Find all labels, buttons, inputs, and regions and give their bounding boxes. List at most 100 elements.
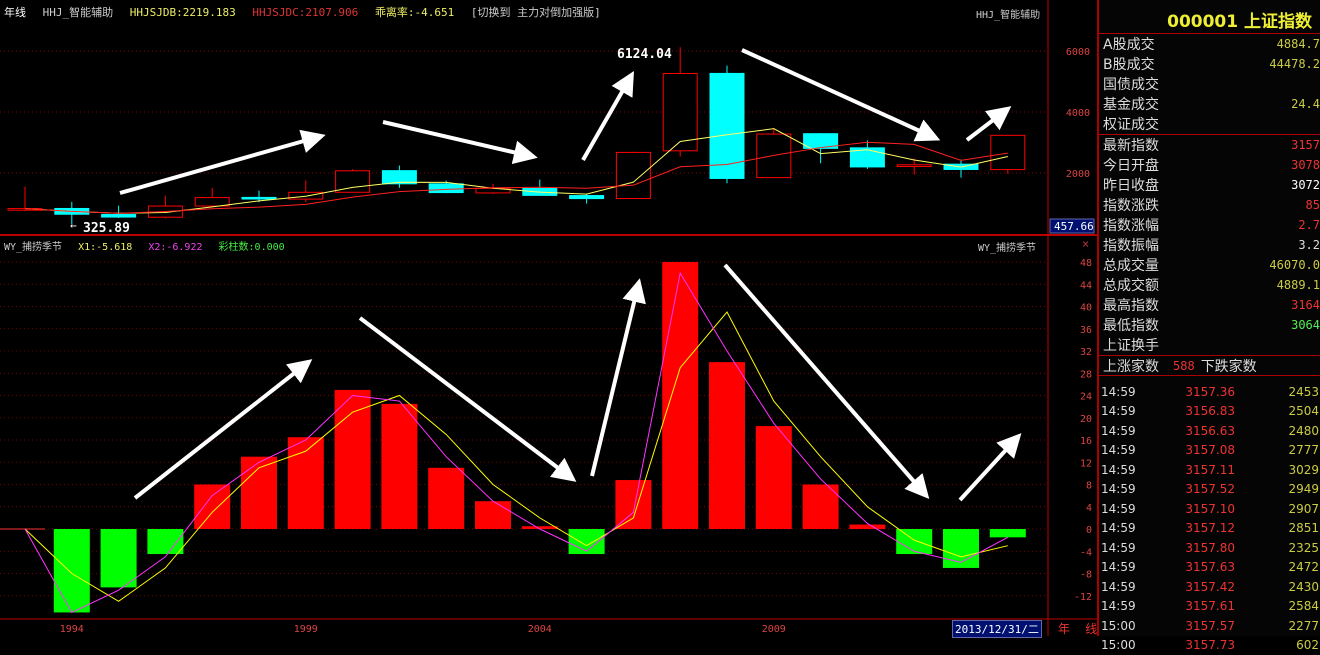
hhjsjdb-value: HHJSJDB:2219.183 [130, 6, 236, 19]
x2-value: X2:-6.922 [148, 242, 202, 253]
indicator-name[interactable]: HHJ_智能辅助 [43, 6, 114, 19]
osc-tick: 40 [1080, 303, 1092, 314]
stat-value: 3164 [1291, 298, 1320, 312]
osc-tick: 16 [1080, 436, 1092, 447]
arrow-down-icon [383, 122, 530, 156]
stat-label: 最高指数 [1103, 295, 1159, 315]
stat-value: 24.4 [1291, 97, 1320, 111]
osc-tick: -12 [1074, 592, 1092, 603]
osc-bar [194, 485, 230, 530]
tick-time: 14:59 [1099, 424, 1145, 438]
deviation-value: 乖离率:-4.651 [375, 6, 454, 19]
year-label: 2009 [762, 624, 786, 635]
osc-tick: 24 [1080, 392, 1092, 403]
osc-bar [101, 529, 137, 587]
stat-value: 3157 [1291, 138, 1320, 152]
candle-body [663, 74, 697, 151]
period-selector[interactable]: 年 线 [1058, 620, 1101, 637]
stat-value: 3078 [1291, 158, 1320, 172]
tick-price: 3156.83 [1145, 404, 1235, 418]
osc-tick: 4 [1086, 503, 1092, 514]
trend-arrows [120, 50, 1016, 500]
tick-time: 14:59 [1099, 599, 1145, 613]
stat-label: 指数振幅 [1103, 235, 1159, 255]
x1-value: X1:-5.618 [78, 242, 132, 253]
stat-value: 2.7 [1298, 218, 1320, 232]
tick-volume: 2277 [1235, 619, 1319, 633]
candle-body [570, 196, 604, 199]
osc-bar [990, 529, 1026, 537]
stat-value: 3072 [1291, 178, 1320, 192]
tick-price: 3157.36 [1145, 385, 1235, 399]
osc-bar [615, 480, 651, 529]
stat-label: 上证换手 [1103, 335, 1159, 355]
osc-bar [335, 390, 371, 529]
up-count-label: 上涨家数 [1103, 356, 1159, 376]
arrow-up-icon [583, 78, 630, 160]
osc-tick: 20 [1080, 414, 1092, 425]
osc-bar [709, 362, 745, 529]
candle-body [429, 184, 463, 193]
tick-time: 14:59 [1099, 541, 1145, 555]
tick-time: 14:59 [1099, 463, 1145, 477]
x1-line [25, 312, 1008, 601]
tick-price: 3157.80 [1145, 541, 1235, 555]
chart-area[interactable]: 60004000200048444036322824201612840-4-8-… [0, 0, 1097, 636]
period-label: 年线 [4, 6, 26, 19]
switch-version-link[interactable]: [切换到 主力对倒加强版] [471, 6, 601, 19]
arrow-up-icon [960, 439, 1016, 500]
price-tick: 6000 [1066, 47, 1090, 58]
cursor-date: 2013/12/31/二 [952, 620, 1042, 638]
tick-volume: 2480 [1235, 424, 1319, 438]
stat-label: 指数涨幅 [1103, 215, 1159, 235]
tick-price: 3156.63 [1145, 424, 1235, 438]
year-label: 1994 [60, 624, 84, 635]
osc-bar [475, 501, 511, 529]
index-stat-row: 最高指数 3164 [1099, 295, 1320, 315]
candle-body [616, 152, 650, 198]
stat-label: 今日开盘 [1103, 155, 1159, 175]
index-stat-row: 指数涨幅 2.7 [1099, 215, 1320, 235]
stat-label: A股成交 [1103, 34, 1155, 54]
tick-volume: 2777 [1235, 443, 1319, 457]
tick-time: 14:59 [1099, 560, 1145, 574]
tick-volume: 2851 [1235, 521, 1319, 535]
candle-body [991, 135, 1025, 169]
index-stat-row: 上证换手 [1099, 335, 1320, 355]
osc-tick: 0 [1086, 525, 1092, 536]
cursor-price: 457.66 [1054, 220, 1094, 233]
stat-label: 国债成交 [1103, 74, 1159, 94]
candle-body [289, 192, 323, 199]
tick-volume: 2325 [1235, 541, 1319, 555]
arrow-down-icon [742, 50, 933, 137]
tick-price: 3157.63 [1145, 560, 1235, 574]
osc-indicator-name[interactable]: WY_捕捞季节 [4, 242, 62, 253]
candle-body [102, 215, 136, 218]
arrow-up-icon [120, 137, 318, 193]
stat-label: B股成交 [1103, 54, 1155, 74]
stat-value: 44478.2 [1269, 57, 1320, 71]
bottom-pane-header: WY_捕捞季节 X1:-5.618 X2:-6.922 彩柱数:0.000 [4, 238, 295, 253]
tick-volume: 2430 [1235, 580, 1319, 594]
year-label: 1999 [294, 624, 318, 635]
stat-label: 总成交额 [1103, 275, 1159, 295]
tick-price: 3157.73 [1145, 638, 1235, 652]
tick-volume: 2504 [1235, 404, 1319, 418]
candle-body [242, 197, 276, 199]
close-pane-icon[interactable]: × [1082, 237, 1089, 251]
osc-tick: 28 [1080, 369, 1092, 380]
tick-time: 14:59 [1099, 443, 1145, 457]
index-stat-row: 今日开盘 3078 [1099, 155, 1320, 175]
